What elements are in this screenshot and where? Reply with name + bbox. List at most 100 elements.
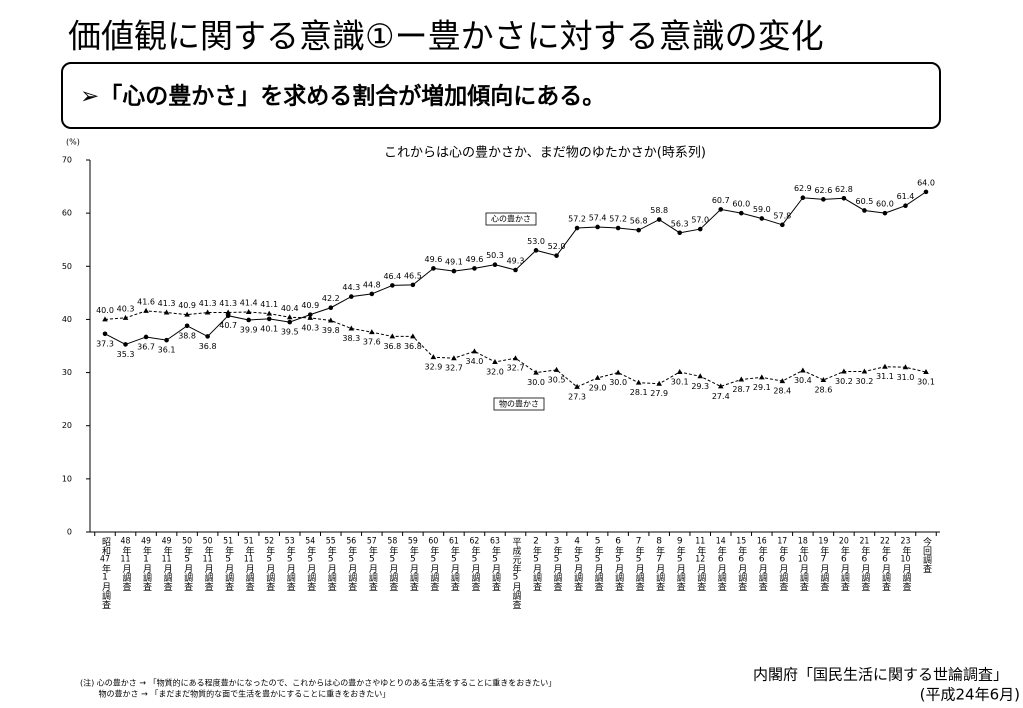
- point: [697, 373, 704, 379]
- point: [718, 207, 724, 212]
- data-label: 39.5: [281, 328, 299, 337]
- data-label: 29.0: [589, 383, 607, 392]
- point: [553, 366, 560, 372]
- y-tick-label: 70: [62, 156, 72, 165]
- data-label: 57.2: [609, 215, 627, 224]
- x-tick-label: 平成元年5月調査: [510, 537, 521, 609]
- point: [594, 374, 601, 380]
- legend-box: [493, 397, 545, 411]
- point: [369, 329, 375, 335]
- data-label: 36.8: [404, 342, 422, 351]
- x-tick-label: 51年5月調査: [223, 537, 234, 591]
- point: [656, 217, 662, 222]
- data-label: 30.1: [671, 378, 689, 387]
- note: (注) 心の豊かさ → 「物質的にある程度豊かになったので、これからは心の豊かさ…: [80, 678, 556, 688]
- data-label: 57.2: [568, 215, 586, 224]
- x-tick-label: 5年5月調査: [592, 537, 603, 591]
- data-label: 46.4: [383, 272, 401, 281]
- point: [205, 334, 210, 339]
- data-label: 49.6: [466, 255, 484, 264]
- x-tick-label: 61年5月調査: [448, 537, 459, 591]
- data-label: 27.3: [568, 392, 586, 401]
- data-label: 44.3: [342, 283, 360, 292]
- data-label: 29.1: [753, 383, 771, 392]
- data-label: 29.3: [691, 382, 709, 391]
- point: [266, 310, 272, 316]
- x-tick-label: 51年11月調査: [243, 537, 254, 591]
- data-label: 30.5: [548, 375, 566, 384]
- data-label: 27.4: [712, 392, 730, 401]
- data-label: 30.2: [835, 377, 853, 386]
- point: [717, 383, 724, 389]
- data-label: 38.8: [178, 331, 196, 340]
- y-tick-label: 0: [67, 528, 72, 537]
- source-date: (平成24年6月): [920, 686, 1020, 704]
- legend-box: [485, 212, 537, 226]
- point: [225, 313, 231, 319]
- x-tick-label: 2年5月調査: [531, 537, 542, 591]
- x-tick-label: 20年6月調査: [838, 537, 849, 591]
- x-tick-label: 62年5月調査: [469, 537, 480, 591]
- point: [923, 369, 929, 375]
- data-label: 56.8: [630, 217, 648, 226]
- point: [472, 266, 477, 271]
- point: [348, 325, 355, 331]
- data-label: 30.2: [856, 377, 874, 386]
- data-label: 60.7: [712, 196, 730, 205]
- point: [923, 189, 929, 195]
- data-label: 41.4: [240, 298, 258, 307]
- data-label: 40.7: [219, 321, 237, 330]
- point: [615, 225, 621, 231]
- x-tick-label: 4年5月調査: [572, 537, 583, 591]
- x-tick-label: 54年5月調査: [305, 537, 316, 591]
- point: [122, 314, 129, 320]
- x-tick-label: 21年6月調査: [859, 537, 870, 591]
- data-label: 27.9: [650, 389, 668, 398]
- x-tick-label: 17年6月調査: [777, 537, 788, 591]
- x-tick-label: 23年10月調査: [900, 537, 911, 591]
- point: [677, 230, 682, 236]
- data-label: 38.3: [342, 334, 360, 343]
- point: [246, 317, 251, 323]
- x-tick-label: 3年5月調査: [551, 537, 562, 591]
- data-label: 57.0: [691, 216, 709, 225]
- data-label: 52.0: [548, 242, 566, 251]
- data-label: 31.1: [876, 372, 894, 381]
- x-tick-label: 11年12月調査: [695, 537, 706, 591]
- point: [431, 266, 436, 271]
- x-tick-label: 50年5月調査: [182, 537, 193, 591]
- data-label: 41.1: [260, 300, 278, 309]
- data-label: 62.9: [794, 184, 812, 193]
- data-label: 28.4: [773, 387, 791, 396]
- data-label: 39.8: [322, 326, 340, 335]
- point: [163, 309, 170, 315]
- data-label: 40.9: [178, 301, 196, 310]
- data-label: 28.6: [814, 386, 832, 395]
- data-label: 35.3: [117, 350, 135, 359]
- x-tick-label: 53年5月調査: [284, 537, 295, 591]
- point: [882, 210, 888, 216]
- y-tick-label: 50: [62, 262, 72, 271]
- point: [759, 374, 765, 380]
- point: [102, 316, 108, 322]
- point: [533, 248, 539, 253]
- data-label: 30.1: [917, 378, 935, 387]
- data-label: 42.2: [322, 294, 340, 303]
- point: [800, 367, 806, 373]
- data-label: 37.6: [363, 338, 381, 347]
- y-tick-label: 40: [62, 315, 72, 324]
- legend-label: 心の豊かさ: [491, 214, 531, 224]
- data-label: 57.8: [773, 211, 791, 220]
- point: [800, 195, 806, 201]
- data-label: 41.6: [137, 297, 155, 306]
- point: [327, 317, 334, 323]
- data-label: 50.3: [486, 251, 504, 260]
- data-label: 30.0: [527, 378, 545, 387]
- x-tick-label: 9年5月調査: [674, 537, 685, 591]
- x-tick-label: 50年11月調査: [202, 537, 213, 591]
- page-title: 価値観に関する意識①ー豊かさに対する意識の変化: [68, 17, 824, 56]
- point: [676, 369, 683, 375]
- data-label: 32.7: [445, 364, 463, 373]
- x-tick-label: 49年1月調査: [141, 537, 152, 591]
- point: [615, 369, 621, 375]
